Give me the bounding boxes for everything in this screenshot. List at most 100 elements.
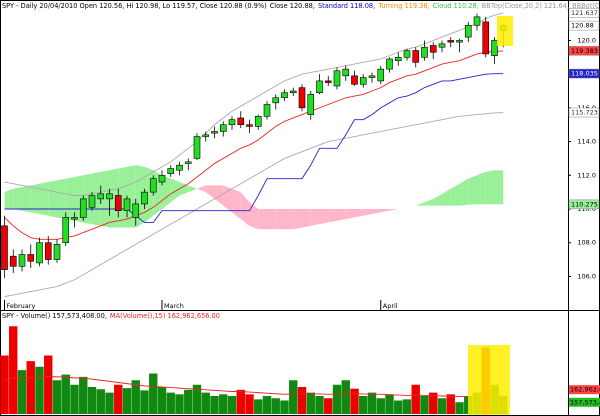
volume-bar — [236, 389, 245, 414]
candle-body — [377, 68, 385, 82]
x-tick-label: April — [383, 302, 398, 310]
volume-bar — [245, 394, 254, 414]
volume-bar — [61, 374, 70, 414]
cloud-segment — [310, 208, 320, 226]
volume-bar — [289, 380, 298, 414]
candle-body — [219, 124, 227, 132]
candle-body — [158, 174, 166, 183]
volume-bar — [324, 398, 333, 414]
candle-body — [132, 203, 140, 218]
candle-body — [211, 131, 218, 134]
candle-body — [62, 217, 70, 243]
candle-body — [246, 124, 253, 127]
candle-body — [1, 225, 8, 270]
cloud-segment — [92, 171, 101, 226]
price-label: 110.275 — [571, 200, 598, 208]
cloud-segment — [249, 202, 259, 230]
volume-bar — [411, 384, 420, 414]
volume-bar — [201, 392, 210, 414]
legend-entry: BBTop(Close,20,2) 121.64, — [482, 2, 569, 10]
candle-body — [184, 161, 192, 164]
cloud-segment — [109, 168, 119, 228]
volume-bar — [341, 380, 350, 414]
candle-body — [333, 70, 341, 87]
cloud-segment — [170, 178, 180, 203]
volume-bar — [429, 392, 438, 414]
candle-body — [368, 75, 376, 78]
candle-body — [97, 193, 105, 200]
candle-body — [193, 136, 201, 159]
volume-bar — [219, 394, 228, 414]
indicator-line — [4, 50, 504, 240]
volume-bar — [105, 392, 114, 414]
legend-entry: Standard 118.08, — [318, 2, 375, 10]
cloud-segment — [205, 185, 215, 199]
volume-bar — [350, 388, 359, 414]
candle-body — [272, 97, 280, 104]
volume-bar — [210, 396, 219, 414]
candle-body — [44, 242, 52, 260]
legend-entry: SPY - Volume() 157,573,408.00, — [2, 312, 107, 320]
cloud-segment — [258, 208, 267, 230]
candle-body — [351, 75, 358, 85]
volume-bar — [367, 392, 377, 414]
legend-entry: Cloud 110.28, — [433, 2, 479, 10]
candle-body — [316, 80, 323, 93]
volume-bar — [35, 366, 44, 414]
volume-bar — [376, 398, 385, 414]
candle-body — [447, 40, 455, 43]
candle-body — [228, 119, 236, 126]
y-tick-label: 112.0 — [577, 171, 596, 179]
cloud-segment — [65, 176, 75, 221]
candle-body — [464, 24, 472, 38]
cloud-segment — [389, 208, 399, 211]
volume-bar — [96, 389, 105, 414]
price-label-box — [568, 199, 600, 210]
cloud-segment — [337, 208, 346, 221]
volume-bar — [157, 387, 167, 414]
volume-bar — [87, 387, 97, 414]
candle-body — [359, 77, 367, 85]
candle-body — [18, 254, 26, 267]
candle-body — [254, 115, 262, 127]
candle-body — [289, 90, 297, 93]
price-label: 115.723 — [571, 109, 598, 117]
volume-bar — [332, 384, 342, 414]
ma-line — [4, 375, 504, 398]
candle-body — [438, 43, 446, 48]
cloud-segment — [232, 188, 241, 220]
legend-entry: MA(Volume(),15) 162,962,656.00 — [110, 312, 220, 320]
candle-body — [421, 46, 428, 58]
highlight-box — [468, 345, 510, 415]
candle-body — [36, 242, 43, 264]
volume-bar — [17, 370, 27, 414]
volume-label: 162,962,6 — [570, 386, 600, 394]
price-label: 120.88 — [571, 22, 594, 30]
volume-bar — [437, 398, 447, 414]
cloud-segment — [118, 166, 127, 228]
candle-body — [482, 21, 490, 55]
price-label: 119.383 — [571, 47, 598, 55]
candle-body — [394, 57, 402, 61]
cloud-segment — [39, 182, 49, 216]
cloud-segment — [188, 185, 197, 193]
candle-body — [263, 104, 271, 117]
candle-body — [456, 40, 463, 43]
volume-label: 157,573,4 — [570, 398, 600, 406]
volume-bar — [394, 400, 403, 414]
volume-label-box — [569, 385, 600, 395]
cloud-segment — [494, 170, 504, 205]
volume-label-box — [569, 397, 600, 407]
cloud-segment — [197, 185, 206, 193]
indicator-line — [4, 73, 504, 223]
candle-body — [141, 191, 148, 205]
volume-bar — [420, 396, 429, 414]
candle-body — [342, 68, 350, 77]
y-tick-label: 108.0 — [577, 239, 596, 247]
volume-bar — [280, 400, 289, 414]
cloud-segment — [4, 188, 14, 209]
volume-bar — [52, 380, 62, 414]
volume-bar — [254, 399, 263, 414]
legend-entry: BBBot(Close,20,2) 115.7 — [572, 2, 600, 10]
cloud-segment — [345, 208, 355, 220]
